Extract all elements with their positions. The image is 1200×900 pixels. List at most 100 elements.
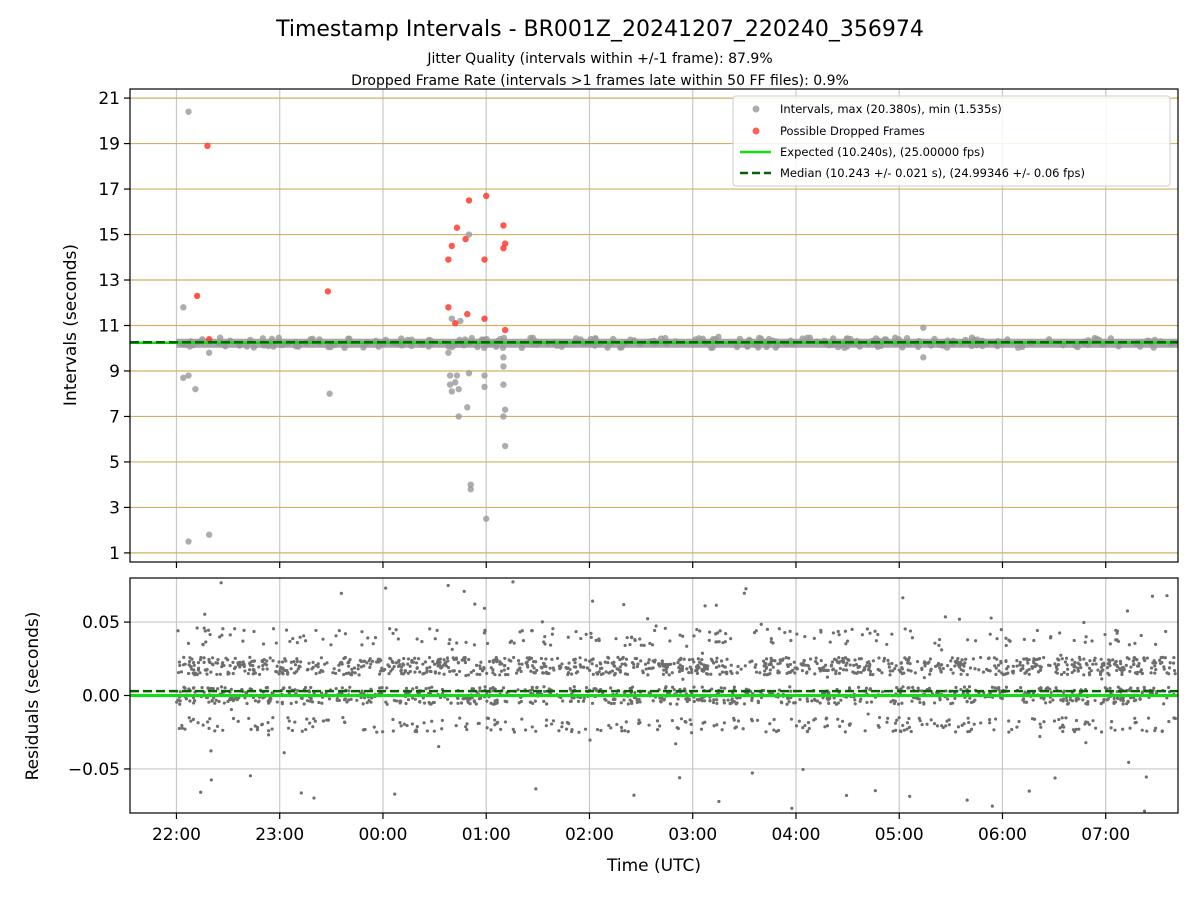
residual-point [263, 662, 267, 666]
residual-point [299, 791, 303, 795]
residual-point [325, 661, 329, 665]
residual-point [863, 665, 867, 670]
interval-point [448, 388, 455, 395]
residual-point [265, 667, 269, 671]
residual-point [1073, 660, 1077, 665]
residual-point [195, 626, 199, 630]
residual-point [384, 700, 388, 704]
residual-point [187, 659, 192, 664]
residual-point [845, 639, 850, 643]
residual-point [676, 697, 680, 701]
residual-point [1077, 727, 1081, 731]
residual-point [345, 700, 349, 704]
residual-point [506, 666, 510, 671]
residual-point [478, 686, 482, 690]
residual-point [545, 702, 549, 706]
residual-point [1103, 632, 1107, 637]
residual-point [1121, 727, 1125, 731]
residual-point [1042, 720, 1046, 724]
residual-point [244, 691, 248, 695]
residual-point [1151, 661, 1155, 665]
residual-point [808, 657, 813, 661]
residual-point [880, 671, 884, 675]
interval-point [445, 349, 452, 356]
residual-point [772, 717, 776, 722]
residual-point [305, 668, 309, 672]
residual-point [637, 697, 641, 701]
residual-point [646, 673, 650, 677]
residual-point [440, 718, 444, 723]
residual-point [636, 662, 640, 666]
residual-point [622, 602, 626, 607]
residual-point [184, 697, 189, 701]
residual-point [607, 671, 611, 675]
residual-point [289, 660, 294, 664]
residual-point [1112, 696, 1116, 701]
residual-point [764, 664, 768, 668]
residual-point [249, 727, 253, 731]
residual-point [691, 657, 695, 661]
residual-point [1039, 665, 1043, 669]
residual-point [261, 667, 265, 671]
residual-point [1064, 656, 1069, 660]
residual-point [334, 634, 338, 638]
residual-point [468, 702, 472, 706]
residual-point [986, 656, 991, 661]
residual-point [734, 702, 738, 706]
residual-point [866, 712, 870, 716]
residual-point [1153, 671, 1157, 675]
residual-point [1034, 663, 1039, 667]
residual-point [700, 651, 705, 655]
residual-point [1164, 629, 1168, 634]
residual-point [677, 665, 681, 670]
residual-point [307, 689, 311, 693]
residual-point [520, 717, 524, 721]
residual-point [915, 696, 919, 700]
residual-point [369, 662, 373, 666]
residual-point [700, 685, 704, 689]
dropped-frame-point [501, 326, 509, 334]
residual-point [392, 664, 396, 669]
residual-point [590, 662, 594, 666]
residual-point [838, 666, 842, 671]
residual-point [468, 696, 473, 700]
residual-point [895, 718, 899, 722]
residual-point [922, 676, 926, 680]
interval-point [931, 335, 938, 343]
residual-point [485, 699, 489, 703]
residual-point [1019, 668, 1023, 672]
residual-point [712, 724, 716, 728]
top-y-tick-label: 17 [98, 180, 120, 200]
residual-point [459, 701, 464, 705]
residual-point [178, 702, 182, 706]
residual-point [825, 724, 830, 728]
residual-point [911, 685, 915, 689]
residual-point [687, 658, 692, 662]
dropped-frame-point [500, 222, 507, 229]
interval-point [464, 404, 471, 411]
residual-point [961, 669, 966, 673]
residual-point [864, 686, 869, 690]
residual-point [964, 657, 968, 661]
residual-point [1004, 643, 1008, 648]
residual-point [428, 665, 432, 669]
residual-point [892, 701, 896, 706]
residual-point [579, 665, 583, 669]
residual-point [1119, 662, 1123, 666]
residual-point [527, 656, 532, 660]
residual-point [945, 697, 950, 701]
residual-point [759, 622, 763, 626]
bottom-y-tick-label: 0.00 [82, 687, 120, 707]
residual-point [394, 628, 398, 632]
residual-point [658, 724, 662, 728]
residual-point [992, 728, 996, 732]
residual-point [1112, 662, 1117, 666]
residual-point [868, 672, 873, 677]
residual-point [1083, 640, 1087, 644]
residual-point [750, 771, 754, 775]
residual-point [850, 627, 854, 632]
residual-point [404, 686, 409, 691]
residual-point [1061, 723, 1065, 727]
residual-point [519, 669, 523, 674]
residual-point [906, 668, 910, 672]
